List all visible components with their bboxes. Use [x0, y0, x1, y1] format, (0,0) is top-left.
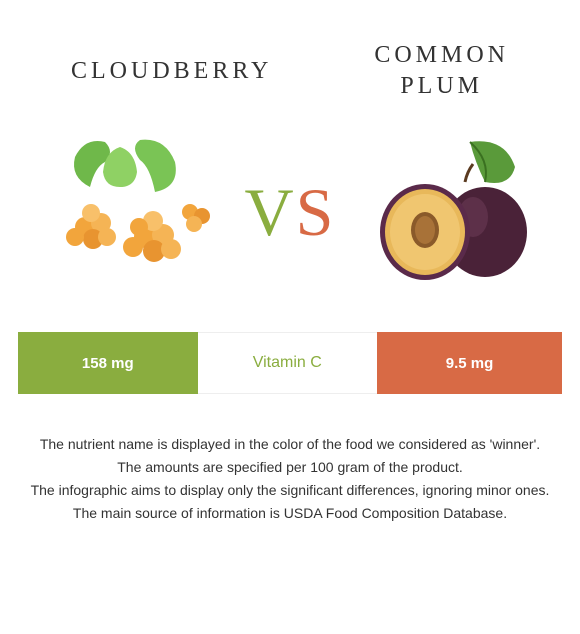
vs-v: V: [245, 174, 296, 250]
images-row: VS: [0, 122, 580, 322]
note-line-4: The main source of information is USDA F…: [20, 503, 560, 524]
plum-icon: [365, 132, 535, 292]
note-line-2: The amounts are specified per 100 gram o…: [20, 457, 560, 478]
nutrient-label: Vitamin C: [198, 332, 378, 394]
plum-image: [365, 132, 535, 292]
vs-label: VS: [245, 173, 336, 252]
nutrient-left-value: 158 mg: [18, 332, 198, 394]
vs-s: S: [296, 174, 336, 250]
cloudberry-image: [45, 132, 215, 292]
header-row: CLOUDBERRY COMMON PLUM: [0, 0, 580, 122]
nutrient-right-value: 9.5 mg: [377, 332, 562, 394]
right-food-title: COMMON PLUM: [374, 40, 509, 102]
nutrient-bar: 158 mg Vitamin C 9.5 mg: [18, 332, 562, 394]
left-food-title: CLOUDBERRY: [71, 56, 272, 87]
note-line-3: The infographic aims to display only the…: [20, 480, 560, 501]
notes-block: The nutrient name is displayed in the co…: [0, 394, 580, 546]
note-line-1: The nutrient name is displayed in the co…: [20, 434, 560, 455]
cloudberry-icon: [45, 132, 215, 292]
